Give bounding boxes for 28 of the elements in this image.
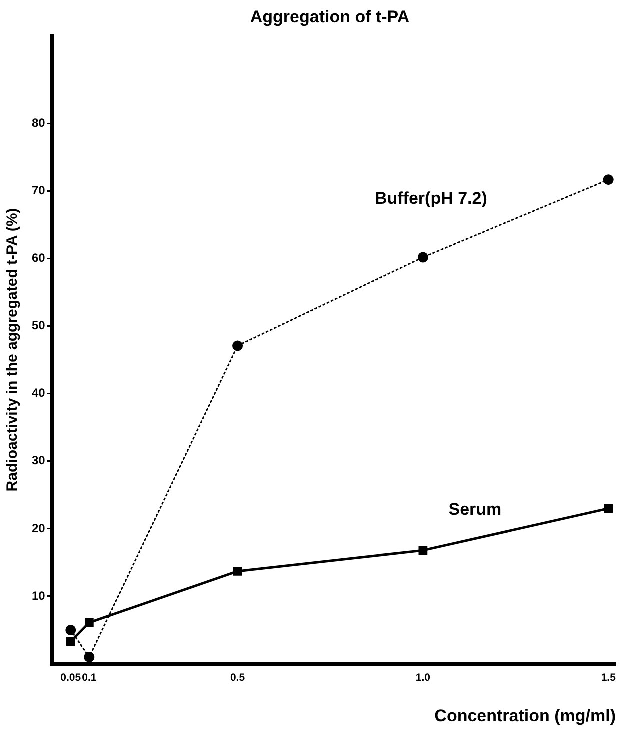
chart-title: Aggregation of t-PA	[250, 8, 410, 27]
point	[418, 546, 428, 555]
point	[604, 504, 614, 514]
y-tick-label: 20	[32, 521, 46, 536]
x-tick-label: 1.0	[416, 672, 431, 684]
x-tick-label: 0.1	[82, 672, 97, 684]
y-tick-label: 40	[32, 386, 46, 400]
point	[66, 624, 76, 636]
point	[233, 567, 242, 576]
x-tick-label: 0.5	[230, 672, 246, 684]
y-tick-label: 60	[32, 251, 46, 266]
x-tick-label: 1.5	[601, 672, 616, 684]
y-tick-label: 80	[32, 116, 46, 130]
point	[418, 252, 428, 263]
point	[84, 652, 95, 662]
x-axis-title: Concentration (mg/ml)	[434, 706, 616, 726]
x-tick-label: 0.05	[60, 672, 82, 684]
point	[603, 174, 614, 186]
y-tick-label: 30	[32, 454, 46, 468]
point	[232, 340, 244, 352]
y-axis-title: Radioactivity in the aggregated t-PA (%)	[4, 208, 22, 492]
series-label: Serum	[448, 500, 502, 520]
series-label: Buffer(pH 7.2)	[374, 189, 488, 208]
y-tick-label: 70	[32, 184, 46, 198]
point	[66, 637, 76, 646]
point	[85, 618, 94, 628]
y-tick-label: 10	[32, 588, 46, 603]
y-tick-label: 50	[32, 318, 46, 333]
